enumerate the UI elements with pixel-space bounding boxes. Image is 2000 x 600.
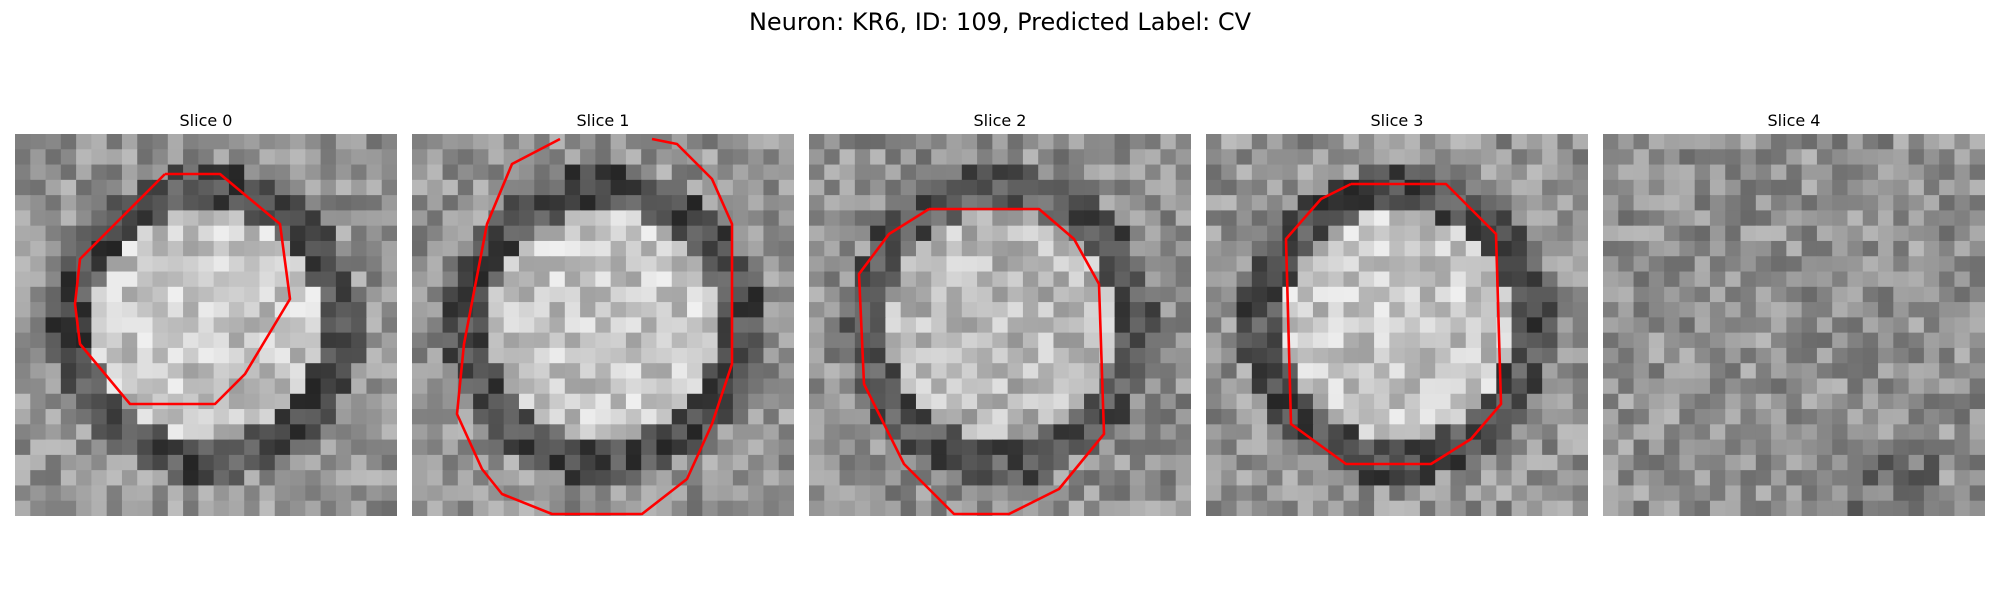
roi-contour (1284, 182, 1503, 466)
slice-image (412, 134, 794, 516)
slice-panel-2: Slice 2 (809, 110, 1191, 516)
slice-panel-3: Slice 3 (1206, 110, 1588, 516)
panel-title: Slice 0 (179, 111, 233, 130)
panel-title: Slice 4 (1767, 111, 1821, 130)
panel-title: Slice 3 (1370, 111, 1424, 130)
pixel-grid (412, 134, 794, 516)
slice-image (809, 134, 1191, 516)
slice-image (1603, 134, 1985, 516)
panel-title: Slice 1 (576, 111, 630, 130)
slice-image (15, 134, 397, 516)
roi-contour (455, 137, 734, 516)
pixel-grid (1603, 134, 1985, 516)
slice-image (1206, 134, 1588, 516)
slice-panel-0: Slice 0 (15, 110, 397, 516)
roi-contour (857, 207, 1106, 516)
panel-title: Slice 2 (973, 111, 1027, 130)
figure-title: Neuron: KR6, ID: 109, Predicted Label: C… (748, 8, 1252, 36)
roi-contour (73, 172, 292, 406)
pixel-grid (809, 134, 1191, 516)
pixel-grid (15, 134, 397, 516)
pixel-grid (1206, 134, 1588, 516)
slice-panel-1: Slice 1 (412, 110, 794, 516)
slice-panel-4: Slice 4 (1603, 110, 1985, 516)
